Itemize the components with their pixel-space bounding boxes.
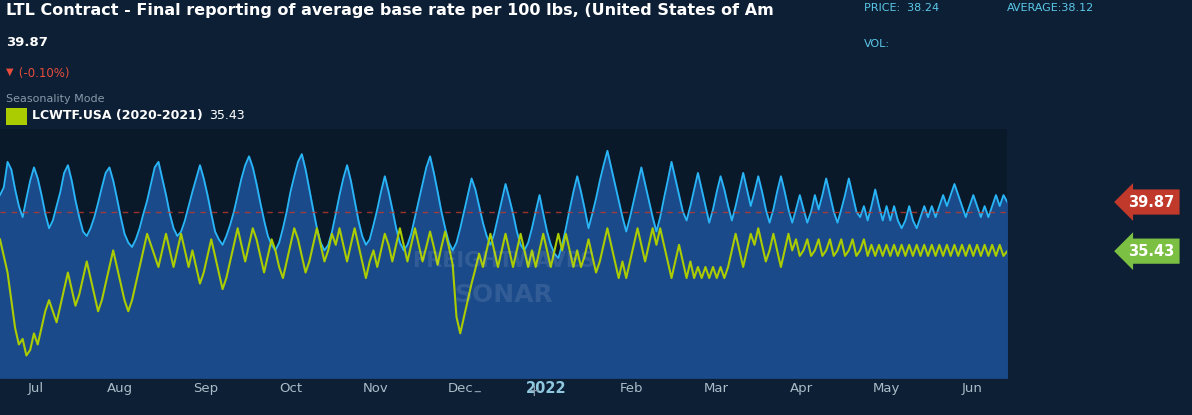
- Text: Nov: Nov: [364, 381, 389, 395]
- Text: ▼: ▼: [6, 67, 13, 77]
- Text: Apr: Apr: [790, 381, 813, 395]
- Text: Aug: Aug: [107, 381, 134, 395]
- Text: Oct: Oct: [279, 381, 303, 395]
- Text: SONAR: SONAR: [454, 283, 553, 308]
- Text: 2022: 2022: [526, 381, 566, 395]
- Text: 39.87: 39.87: [1128, 195, 1174, 210]
- Text: Jul: Jul: [27, 381, 43, 395]
- Bar: [6, 108, 27, 125]
- Text: AVERAGE:38.12: AVERAGE:38.12: [1007, 2, 1094, 12]
- Text: Feb: Feb: [620, 381, 644, 395]
- Text: LCWTF.USA (2020-2021): LCWTF.USA (2020-2021): [32, 109, 203, 122]
- Text: 35.43: 35.43: [209, 109, 244, 122]
- Text: +: +: [528, 383, 540, 399]
- Text: Jun: Jun: [962, 381, 982, 395]
- Text: 35.43: 35.43: [1128, 244, 1174, 259]
- Text: Mar: Mar: [704, 381, 730, 395]
- Text: LTL Contract - Final reporting of average base rate per 100 lbs, (United States : LTL Contract - Final reporting of averag…: [6, 2, 774, 17]
- Text: Dec: Dec: [448, 381, 474, 395]
- Text: Sep: Sep: [193, 381, 218, 395]
- Text: Seasonality Mode: Seasonality Mode: [6, 94, 105, 104]
- Text: PRICE:  38.24: PRICE: 38.24: [864, 2, 939, 12]
- Text: (-0.10%): (-0.10%): [15, 67, 70, 80]
- Text: FREIGHTWAVES: FREIGHTWAVES: [412, 251, 595, 271]
- Text: May: May: [874, 381, 900, 395]
- Text: VOL:: VOL:: [864, 39, 890, 49]
- Text: –: –: [473, 383, 480, 399]
- Text: 39.87: 39.87: [6, 36, 48, 49]
